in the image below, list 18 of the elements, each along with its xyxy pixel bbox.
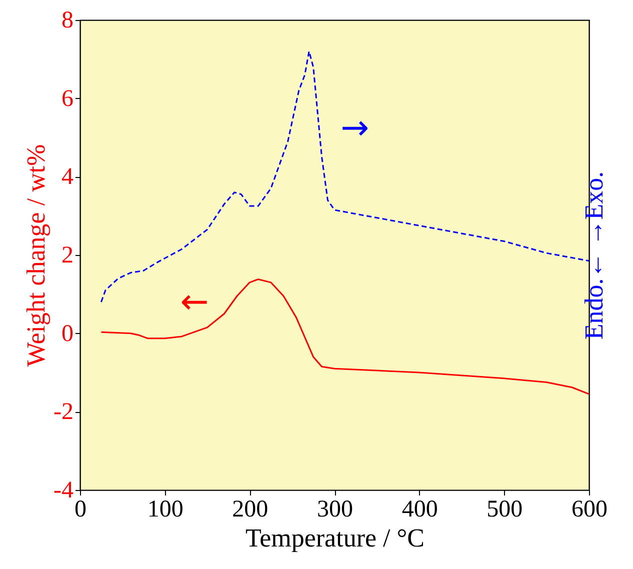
x-tick-label: 200 (232, 496, 268, 522)
y2-axis-title: Endo.← →Exo. (580, 171, 608, 340)
x-tick-label: 500 (486, 496, 523, 522)
x-tick-label: 400 (402, 496, 438, 522)
y-tick-label: -2 (54, 399, 74, 426)
y-tick-label: 0 (62, 320, 74, 347)
y-tick-label: -4 (54, 478, 74, 504)
y-tick-label: 2 (62, 242, 74, 268)
annotation: → (340, 108, 370, 148)
x-axis-title: Temperature / °C (246, 524, 424, 552)
annotation: ← (180, 282, 209, 322)
x-tick-label: 100 (147, 496, 184, 522)
y-tick-label: 6 (62, 86, 74, 112)
x-tick-label: 300 (317, 496, 353, 522)
y-axis-title: Weight change / wt% (22, 144, 51, 367)
y-tick-label: 8 (62, 8, 74, 34)
x-tick-label: 600 (572, 496, 608, 522)
y-tick-label: 4 (62, 164, 74, 190)
